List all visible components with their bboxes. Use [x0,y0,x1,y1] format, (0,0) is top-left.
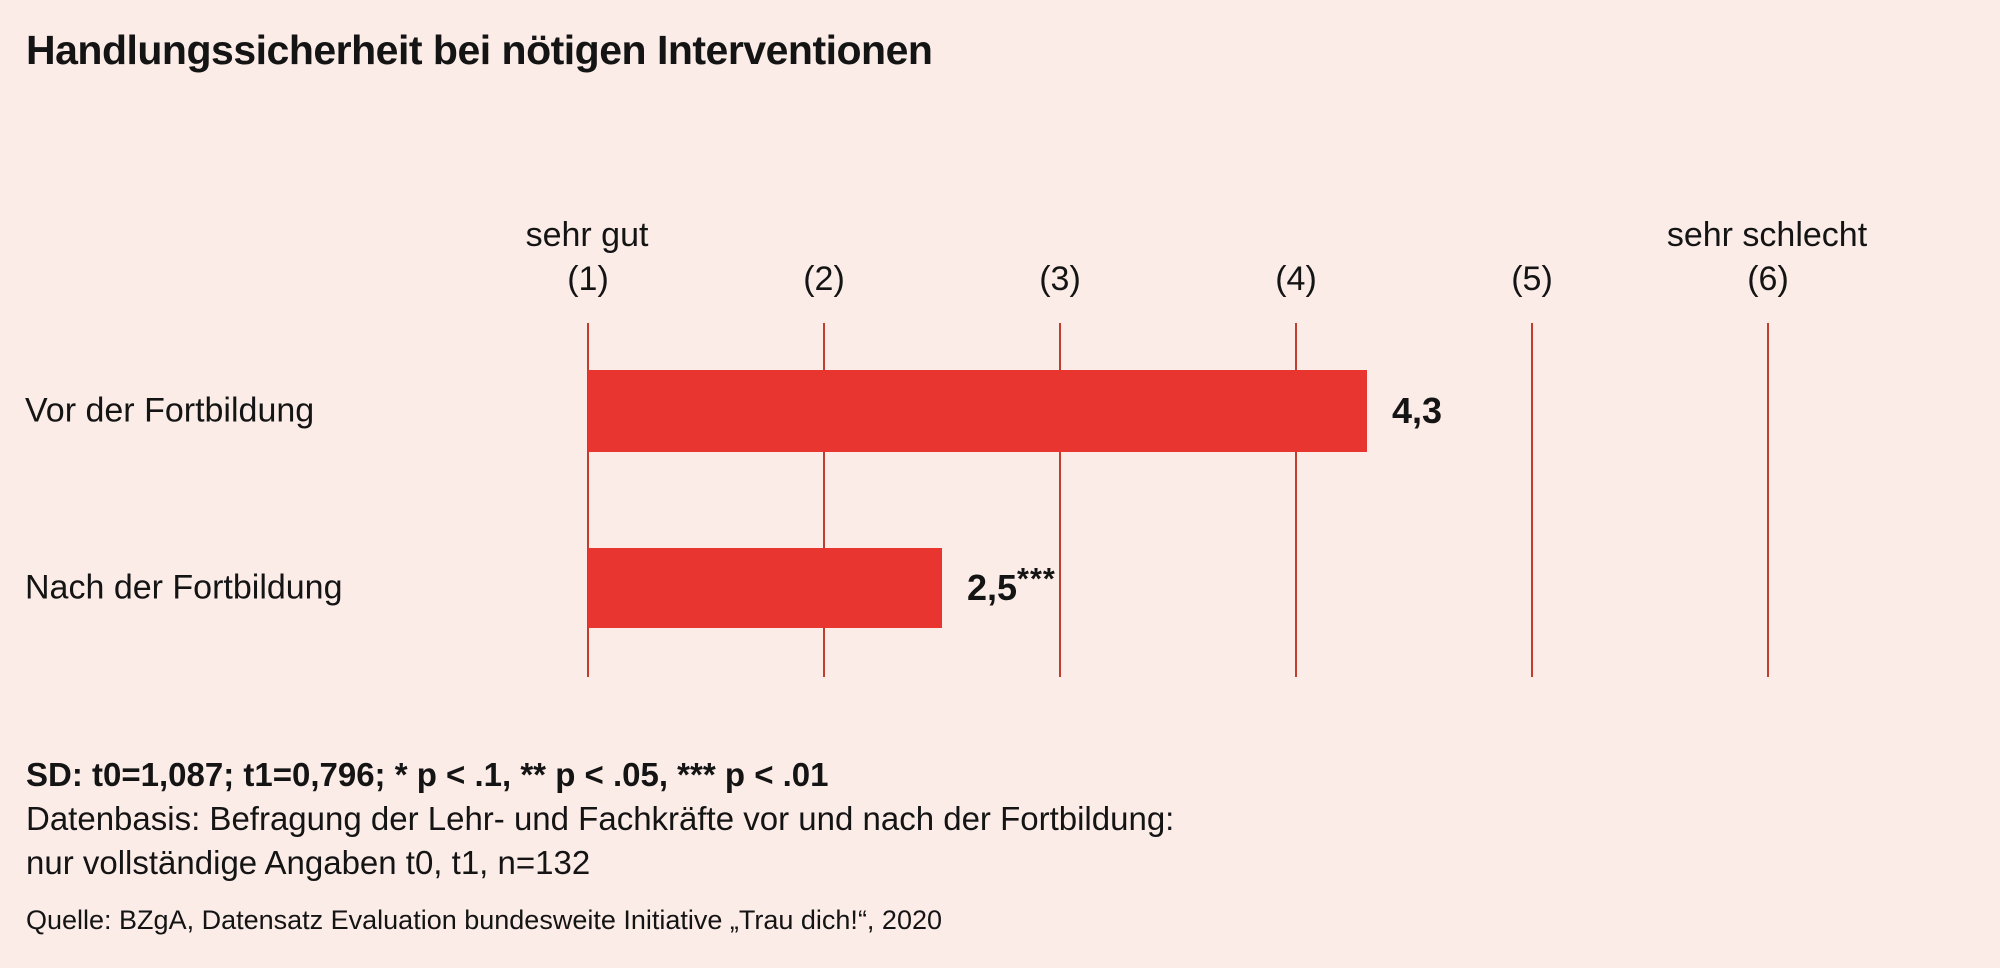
gridline-4 [1295,323,1297,677]
significance-stars: *** [1017,561,1056,596]
bar-value-label-1: 4,3 [1392,370,1442,452]
axis-endpoint-label-best: sehr gut [525,216,649,254]
category-label-2: Nach der Fortbildung [25,568,343,607]
x-tick-label-5: (5) [1511,260,1553,298]
footnotes-block: SD: t0=1,087; t1=0,796; * p < .1, ** p <… [26,753,1174,885]
gridline-2 [823,323,825,677]
bar-value-number: 4,3 [1392,390,1443,431]
gridline-5 [1531,323,1533,677]
datenbasis-note-line2: nur vollständige Angaben t0, t1, n=132 [26,844,591,881]
x-tick-label-6: (6) [1747,260,1789,298]
x-tick-label-3: (3) [1039,260,1081,298]
axis-endpoint-label-worst: sehr schlecht [1666,216,1868,254]
gridline-3 [1059,323,1061,677]
category-label-1: Vor der Fortbildung [25,391,315,430]
bar-value-label-2: 2,5 *** [967,548,1056,628]
bar-1 [588,370,1367,452]
gridline-6 [1767,323,1769,677]
sd-significance-note: SD: t0=1,087; t1=0,796; * p < .1, ** p <… [26,756,829,793]
source-note: Quelle: BZgA, Datensatz Evaluation bunde… [26,905,942,935]
gridline-1 [587,323,589,677]
bar-2 [588,548,942,628]
chart-title: Handlungssicherheit bei nötigen Interven… [26,27,933,73]
bar-value-number: 2,5 [967,567,1018,608]
plot-area: 4,3 2,5 *** [587,323,1769,677]
datenbasis-note-line1: Datenbasis: Befragung der Lehr- und Fach… [26,800,1175,837]
x-tick-label-4: (4) [1275,260,1317,298]
x-tick-label-1: (1) [567,260,609,298]
x-tick-label-2: (2) [803,260,845,298]
